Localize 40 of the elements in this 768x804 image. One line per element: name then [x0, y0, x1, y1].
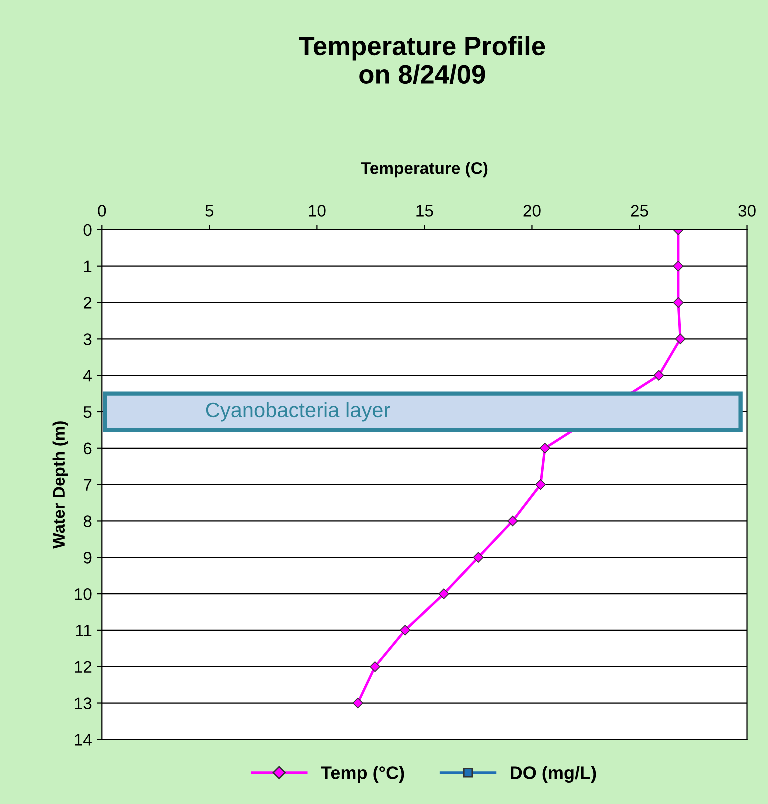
x-tick-label: 0: [98, 205, 106, 217]
point: [473, 552, 484, 563]
x-tick-label: 15: [416, 205, 434, 217]
y-tick-label: 3: [84, 334, 92, 346]
chart-title: Temperature Profile on 8/24/09: [299, 36, 546, 84]
y-tick-label: 11: [76, 625, 92, 636]
y-tick-label: 5: [84, 406, 92, 418]
y-tick-label: 9: [84, 552, 92, 564]
y-tick-label: 4: [84, 370, 92, 382]
point: [654, 370, 664, 381]
y-tick-label: 13: [75, 698, 92, 710]
point: [673, 261, 684, 272]
point: [400, 625, 411, 636]
point: [535, 479, 546, 490]
x-tick-label: 10: [309, 205, 326, 217]
y-tick-label: 12: [75, 661, 92, 673]
y-tick-label: 2: [84, 297, 92, 309]
x-tick-label: 30: [738, 205, 756, 217]
point: [675, 334, 686, 345]
y-axis-title: Water Depth (m): [52, 422, 68, 549]
x-axis-title: Temperature (C): [361, 162, 488, 178]
band-label: Cyanobacteria layer: [206, 402, 390, 422]
x-tick-label: 20: [524, 205, 541, 217]
point: [438, 588, 450, 600]
y-tick-label: 14: [75, 734, 92, 746]
point: [352, 698, 364, 709]
point: [540, 443, 550, 454]
y-tick-label: 1: [84, 260, 92, 272]
x-tick-label: 25: [631, 205, 648, 217]
x-tick-label: 5: [206, 205, 214, 217]
y-tick-label: 6: [84, 442, 92, 455]
legend-label: Temp (°C): [321, 766, 404, 783]
y-tick-label: 10: [75, 588, 92, 600]
legend-label: DO (mg/L): [511, 766, 596, 784]
y-tick-label: 0: [84, 224, 92, 236]
point: [508, 516, 518, 527]
y-tick-label: 7: [84, 479, 92, 491]
y-tick-label: 8: [84, 516, 92, 528]
point: [673, 297, 684, 308]
point: [370, 662, 381, 672]
